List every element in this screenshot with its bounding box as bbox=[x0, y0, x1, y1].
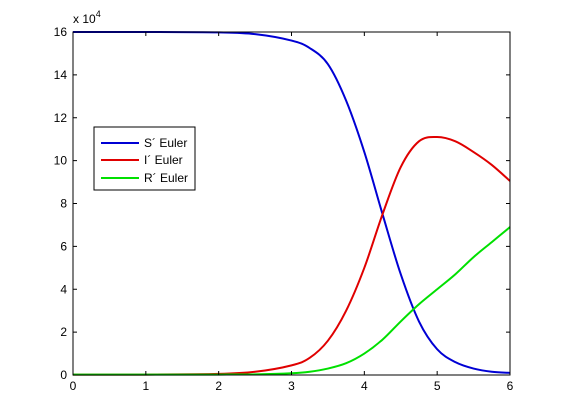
axis-multiplier-base: x 10 bbox=[73, 12, 96, 26]
legend-label-s: S´ Euler bbox=[144, 136, 187, 150]
y-tick-label-4: 8 bbox=[60, 197, 67, 211]
y-tick-label-8: 16 bbox=[54, 25, 68, 39]
series-line-0 bbox=[72, 30, 511, 374]
legend-label-i: I´ Euler bbox=[144, 153, 183, 167]
axis-multiplier: x 104 bbox=[73, 9, 101, 26]
plot-area bbox=[73, 32, 510, 375]
x-tick-label-6: 6 bbox=[507, 379, 514, 393]
y-tick-label-7: 14 bbox=[54, 68, 68, 82]
y-tick-label-3: 6 bbox=[60, 239, 67, 253]
legend-box bbox=[93, 126, 196, 191]
x-tick-label-3: 3 bbox=[288, 379, 295, 393]
legend-label-r: R´ Euler bbox=[144, 171, 188, 185]
y-axis: 0 2 4 6 8 10 12 14 16 bbox=[54, 25, 510, 382]
x-tick-label-2: 2 bbox=[215, 379, 222, 393]
y-tick-label-0: 0 bbox=[60, 368, 67, 382]
y-tick-label-6: 12 bbox=[54, 111, 68, 125]
x-tick-label-4: 4 bbox=[361, 379, 368, 393]
series-line-1 bbox=[72, 136, 511, 376]
x-tick-label-0: 0 bbox=[70, 379, 77, 393]
y-tick-label-2: 4 bbox=[60, 282, 67, 296]
y-tick-label-1: 2 bbox=[60, 325, 67, 339]
x-tick-label-1: 1 bbox=[142, 379, 149, 393]
axis-multiplier-exponent: 4 bbox=[96, 9, 101, 19]
x-tick-label-5: 5 bbox=[434, 379, 441, 393]
legend: S´ Euler I´ Euler R´ Euler bbox=[93, 126, 196, 191]
x-axis: 0 1 2 3 4 5 6 bbox=[70, 32, 514, 393]
y-tick-label-5: 10 bbox=[54, 154, 68, 168]
